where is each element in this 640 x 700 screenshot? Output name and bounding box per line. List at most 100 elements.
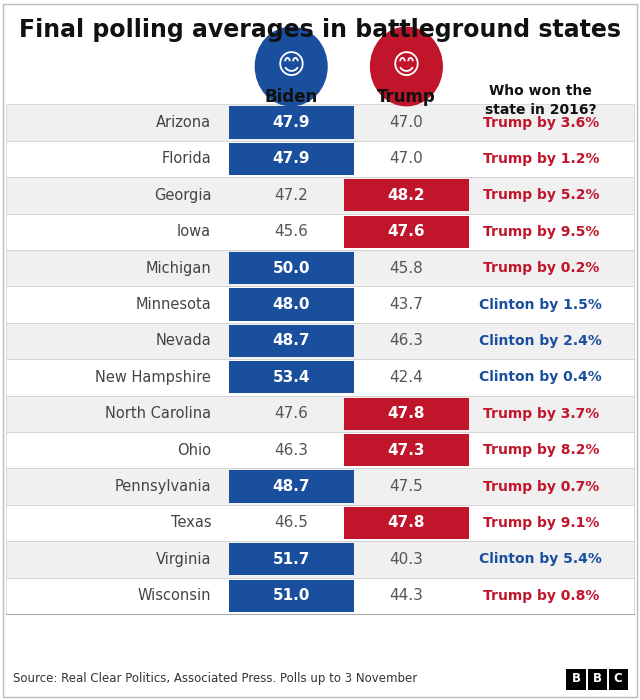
Text: Nevada: Nevada [156,333,211,349]
Text: 47.6: 47.6 [275,406,308,421]
FancyBboxPatch shape [229,106,354,139]
Text: Ohio: Ohio [177,442,211,458]
FancyBboxPatch shape [6,505,634,541]
Text: 47.8: 47.8 [388,515,425,531]
FancyBboxPatch shape [588,668,607,690]
FancyBboxPatch shape [6,541,634,578]
Text: Texas: Texas [171,515,211,531]
FancyBboxPatch shape [229,361,354,393]
Text: Trump by 3.6%: Trump by 3.6% [483,116,599,130]
Text: Trump by 0.8%: Trump by 0.8% [483,589,599,603]
Text: 45.8: 45.8 [390,260,423,276]
Text: Clinton by 5.4%: Clinton by 5.4% [479,552,602,566]
FancyBboxPatch shape [6,395,634,432]
FancyBboxPatch shape [229,580,354,612]
Text: 47.2: 47.2 [275,188,308,203]
Text: B: B [593,673,602,685]
Text: 47.9: 47.9 [273,151,310,167]
Text: 48.2: 48.2 [388,188,425,203]
Text: Who won the: Who won the [490,84,592,98]
Text: B: B [572,673,580,685]
FancyBboxPatch shape [6,286,634,323]
Text: Iowa: Iowa [177,224,211,239]
Text: 42.4: 42.4 [390,370,423,385]
FancyBboxPatch shape [344,216,468,248]
Text: 48.0: 48.0 [273,297,310,312]
FancyBboxPatch shape [6,468,634,505]
Text: 44.3: 44.3 [390,588,423,603]
Text: 😊: 😊 [276,52,306,80]
Text: Trump by 3.7%: Trump by 3.7% [483,407,599,421]
Text: Clinton by 1.5%: Clinton by 1.5% [479,298,602,312]
FancyBboxPatch shape [6,323,634,359]
FancyBboxPatch shape [6,359,634,396]
FancyBboxPatch shape [229,288,354,321]
Text: New Hampshire: New Hampshire [95,370,211,385]
Text: Arizona: Arizona [156,115,211,130]
Text: Florida: Florida [161,151,211,167]
FancyBboxPatch shape [344,507,468,539]
Text: 43.7: 43.7 [390,297,423,312]
FancyBboxPatch shape [229,325,354,357]
Text: Trump by 9.5%: Trump by 9.5% [483,225,599,239]
FancyBboxPatch shape [229,470,354,503]
Text: 45.6: 45.6 [275,224,308,239]
Text: 47.6: 47.6 [388,224,425,239]
Text: 46.3: 46.3 [274,442,308,458]
FancyBboxPatch shape [344,434,468,466]
Text: 😊: 😊 [392,52,421,80]
Text: 47.9: 47.9 [273,115,310,130]
FancyBboxPatch shape [6,214,634,250]
Text: Pennsylvania: Pennsylvania [115,479,211,494]
FancyBboxPatch shape [229,143,354,175]
Text: 47.8: 47.8 [388,406,425,421]
Circle shape [371,27,442,106]
Text: 48.7: 48.7 [273,333,310,349]
FancyBboxPatch shape [566,668,586,690]
Text: Trump by 1.2%: Trump by 1.2% [483,152,599,166]
Text: 46.5: 46.5 [275,515,308,531]
Text: 47.0: 47.0 [390,151,423,167]
FancyBboxPatch shape [609,668,628,690]
Text: C: C [614,673,623,685]
Text: Georgia: Georgia [154,188,211,203]
Text: Biden: Biden [264,88,318,106]
Text: Trump by 0.7%: Trump by 0.7% [483,480,599,494]
Text: Trump by 8.2%: Trump by 8.2% [483,443,599,457]
Text: Virginia: Virginia [156,552,211,567]
Text: Clinton by 0.4%: Clinton by 0.4% [479,370,602,384]
Text: 47.0: 47.0 [390,115,423,130]
FancyBboxPatch shape [344,179,468,211]
FancyBboxPatch shape [6,250,634,286]
Text: Michigan: Michigan [145,260,211,276]
FancyBboxPatch shape [229,252,354,284]
Text: Trump: Trump [377,88,436,106]
Text: 46.3: 46.3 [389,333,424,349]
Text: 50.0: 50.0 [273,260,310,276]
Text: 51.0: 51.0 [273,588,310,603]
Text: 40.3: 40.3 [390,552,423,567]
FancyBboxPatch shape [229,543,354,575]
Text: Trump by 5.2%: Trump by 5.2% [483,188,599,202]
Text: 48.7: 48.7 [273,479,310,494]
FancyBboxPatch shape [6,177,634,214]
FancyBboxPatch shape [6,141,634,177]
FancyBboxPatch shape [6,578,634,614]
Text: Minnesota: Minnesota [136,297,211,312]
Text: state in 2016?: state in 2016? [485,103,596,117]
Text: Trump by 9.1%: Trump by 9.1% [483,516,599,530]
Text: Clinton by 2.4%: Clinton by 2.4% [479,334,602,348]
FancyBboxPatch shape [6,104,634,141]
Text: 47.3: 47.3 [388,442,425,458]
FancyBboxPatch shape [6,432,634,468]
Text: Wisconsin: Wisconsin [138,588,211,603]
Text: 47.5: 47.5 [390,479,423,494]
Text: Final polling averages in battleground states: Final polling averages in battleground s… [19,18,621,41]
Text: 53.4: 53.4 [273,370,310,385]
Text: Trump by 0.2%: Trump by 0.2% [483,261,599,275]
FancyBboxPatch shape [344,398,468,430]
Circle shape [255,27,327,106]
Text: Source: Real Clear Politics, Associated Press. Polls up to 3 November: Source: Real Clear Politics, Associated … [13,671,417,685]
Text: North Carolina: North Carolina [105,406,211,421]
Text: 51.7: 51.7 [273,552,310,567]
